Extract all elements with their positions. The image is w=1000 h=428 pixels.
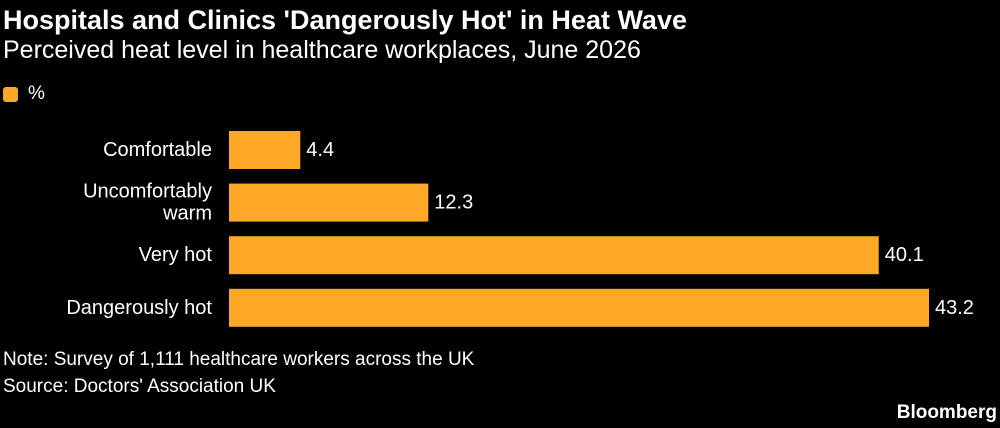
chart-source: Source: Doctors' Association UK <box>3 376 276 397</box>
bloomberg-logo: Bloomberg <box>896 402 997 423</box>
chart-subtitle: Perceived heat level in healthcare workp… <box>3 36 641 64</box>
category-label: Comfortable <box>103 139 212 161</box>
bar-chart: 4.4 Comfortable 12.3 Uncomfortably warm 40.1 V… <box>66 131 974 327</box>
chart-note: Note: Survey of 1,111 healthcare workers… <box>3 349 475 370</box>
legend-label: % <box>28 83 45 104</box>
bar-very-hot <box>229 236 879 275</box>
data-label: 4.4 <box>306 139 334 161</box>
bar-comfortable <box>229 131 301 169</box>
legend: % <box>3 83 45 105</box>
bar-uncomfortably-warm <box>229 183 429 222</box>
data-label: 43.2 <box>935 297 974 319</box>
category-label: Very hot <box>139 244 213 266</box>
legend-swatch <box>3 86 18 102</box>
bar-dangerously-hot <box>229 288 929 327</box>
category-label: Dangerously hot <box>66 297 212 319</box>
chart-title: Hospitals and Clinics 'Dangerously Hot' … <box>3 5 687 35</box>
category-label: Uncomfortably warm <box>83 181 212 225</box>
data-label: 40.1 <box>885 244 924 266</box>
data-label: 12.3 <box>434 192 473 214</box>
